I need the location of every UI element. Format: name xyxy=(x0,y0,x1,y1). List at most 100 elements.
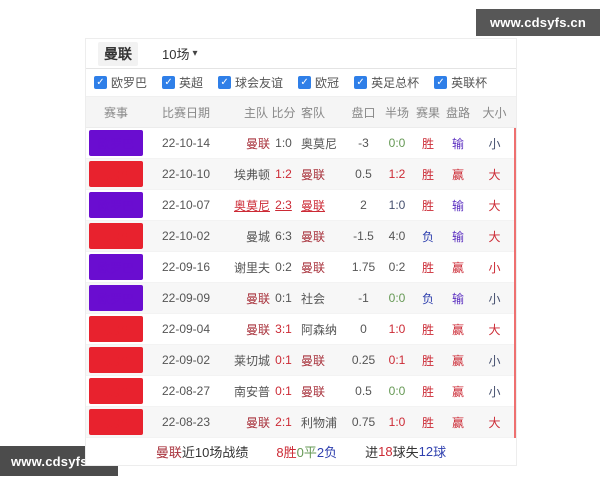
checkbox-checked-icon[interactable]: ✓ xyxy=(162,76,176,89)
handicap-line: 0.5 xyxy=(355,384,372,398)
final-score[interactable]: 3:1 xyxy=(275,322,292,336)
final-score[interactable]: 0:1 xyxy=(275,291,292,305)
match-date: 22-09-09 xyxy=(161,291,211,305)
checkbox-checked-icon[interactable]: ✓ xyxy=(218,76,232,89)
league-filter-checkbox[interactable]: ✓ 欧罗巴 xyxy=(94,74,147,91)
away-team-link[interactable]: 利物浦 xyxy=(301,415,338,430)
table-row[interactable]: 欧罗巴 22-09-09 曼联 0:1 社会 -1 0:0 负 输 小 xyxy=(86,283,514,314)
home-team-link[interactable]: 埃弗顿 xyxy=(233,167,270,182)
league-badge: 欧罗巴 xyxy=(89,130,143,156)
table-row[interactable]: 欧罗巴 22-09-16 谢里夫 0:2 曼联 1.75 0:2 胜 赢 小 xyxy=(86,252,514,283)
final-score[interactable]: 2:1 xyxy=(275,415,292,429)
match-result: 胜 xyxy=(421,260,434,275)
checkbox-checked-icon[interactable]: ✓ xyxy=(94,76,107,89)
league-badge: 英超 xyxy=(89,409,143,435)
away-team-link[interactable]: 阿森纳 xyxy=(301,322,338,337)
handicap-line: 0.75 xyxy=(351,415,376,429)
summary-goals-for: 18 xyxy=(378,444,393,459)
league-badge: 英超 xyxy=(89,316,143,342)
home-team-link[interactable]: 奥莫尼 xyxy=(233,198,270,213)
final-score[interactable]: 6:3 xyxy=(275,229,292,243)
table-row[interactable]: 欧罗巴 22-10-07 奥莫尼 2:3 曼联 2 1:0 胜 输 大 xyxy=(86,190,514,221)
final-score[interactable]: 1:2 xyxy=(275,167,292,181)
col-header-home: 主队 xyxy=(243,105,268,120)
league-filter-checkbox[interactable]: ✓ 英联杯 xyxy=(434,74,487,91)
table-row[interactable]: 英超 22-09-02 莱切城 0:1 曼联 0.25 0:1 胜 赢 小 xyxy=(86,345,514,376)
table-row[interactable]: 英超 22-08-27 南安普 0:1 曼联 0.5 0:0 胜 赢 小 xyxy=(86,376,514,407)
match-count-value: 10场 xyxy=(162,47,190,62)
handicap-line: -1 xyxy=(358,291,369,305)
checkbox-checked-icon[interactable]: ✓ xyxy=(354,76,368,89)
checkbox-checked-icon[interactable]: ✓ xyxy=(298,76,312,89)
match-result: 胜 xyxy=(421,322,434,337)
halftime-score: 1:0 xyxy=(388,322,406,336)
league-filter-checkbox[interactable]: ✓ 球会友谊 xyxy=(218,74,283,91)
handicap-result: 赢 xyxy=(451,353,464,368)
col-header-date: 比赛日期 xyxy=(161,105,210,120)
league-filter-checkbox[interactable]: ✓ 欧冠 xyxy=(298,74,339,91)
final-score[interactable]: 0:1 xyxy=(275,353,292,367)
home-team-link[interactable]: 曼联 xyxy=(245,136,270,151)
league-badge: 英超 xyxy=(89,378,143,404)
handicap-result: 赢 xyxy=(451,384,464,399)
match-result: 胜 xyxy=(421,198,434,213)
league-filter-checkbox[interactable]: ✓ 英足总杯 xyxy=(354,74,419,91)
home-team-link[interactable]: 曼联 xyxy=(245,291,270,306)
home-team-link[interactable]: 谢里夫 xyxy=(233,260,270,275)
final-score[interactable]: 0:2 xyxy=(275,260,292,274)
away-team-link[interactable]: 曼联 xyxy=(301,384,326,399)
summary-footer: 曼联 近10场战绩 8胜 0平 2负 进 18 球失 12 球 xyxy=(86,438,516,465)
table-row[interactable]: 英超 22-09-04 曼联 3:1 阿森纳 0 1:0 胜 赢 大 xyxy=(86,314,514,345)
match-count-dropdown[interactable]: 10场 ▾ xyxy=(162,44,198,63)
match-date: 22-08-23 xyxy=(161,415,211,429)
panel-header: 曼联 10场 ▾ xyxy=(86,39,516,69)
over-under-result: 大 xyxy=(488,229,501,244)
away-team-link[interactable]: 奥莫尼 xyxy=(301,136,338,151)
summary-team: 曼联 xyxy=(155,445,182,460)
handicap-result: 赢 xyxy=(451,415,464,430)
away-team-link[interactable]: 曼联 xyxy=(301,167,326,182)
summary-goals-suffix: 球 xyxy=(433,445,447,460)
halftime-score: 1:0 xyxy=(388,198,406,212)
halftime-score: 4:0 xyxy=(388,229,406,243)
match-result: 负 xyxy=(421,229,434,244)
home-team-link[interactable]: 曼联 xyxy=(245,322,270,337)
final-score[interactable]: 2:3 xyxy=(275,198,292,212)
league-filter-label: 英联杯 xyxy=(451,76,488,90)
away-team-link[interactable]: 曼联 xyxy=(301,260,326,275)
summary-goals-prefix: 进 xyxy=(365,445,379,460)
col-header-away: 客队 xyxy=(301,105,326,120)
league-filter-checkbox[interactable]: ✓ 英超 xyxy=(162,74,203,91)
away-team-link[interactable]: 社会 xyxy=(301,291,326,306)
over-under-result: 大 xyxy=(488,322,501,337)
col-header-score: 比分 xyxy=(271,105,296,120)
summary-label: 近10场战绩 xyxy=(181,445,249,460)
handicap-result: 赢 xyxy=(451,260,464,275)
halftime-score: 1:2 xyxy=(388,167,406,181)
halftime-score: 0:0 xyxy=(388,136,406,150)
league-badge: 欧罗巴 xyxy=(89,192,143,218)
table-row[interactable]: 英超 22-08-23 曼联 2:1 利物浦 0.75 1:0 胜 赢 大 xyxy=(86,407,514,438)
final-score[interactable]: 0:1 xyxy=(275,384,292,398)
col-header-handicap-result: 盘路 xyxy=(445,105,470,120)
home-team-link[interactable]: 曼城 xyxy=(245,229,270,244)
checkbox-checked-icon[interactable]: ✓ xyxy=(434,76,448,89)
table-row[interactable]: 英超 22-10-10 埃弗顿 1:2 曼联 0.5 1:2 胜 赢 大 xyxy=(86,159,514,190)
away-team-link[interactable]: 曼联 xyxy=(301,229,326,244)
match-date: 22-10-14 xyxy=(161,136,211,150)
away-team-link[interactable]: 曼联 xyxy=(301,353,326,368)
league-filter-label: 英足总杯 xyxy=(371,76,420,90)
final-score[interactable]: 1:0 xyxy=(275,136,292,150)
team-tab[interactable]: 曼联 xyxy=(98,41,138,66)
away-team-link[interactable]: 曼联 xyxy=(301,198,326,213)
handicap-line: 0.5 xyxy=(355,167,372,181)
table-row[interactable]: 英超 22-10-02 曼城 6:3 曼联 -1.5 4:0 负 输 大 xyxy=(86,221,514,252)
league-badge: 英超 xyxy=(89,223,143,249)
home-team-link[interactable]: 南安普 xyxy=(233,384,270,399)
match-date: 22-10-10 xyxy=(161,167,211,181)
handicap-result: 赢 xyxy=(451,322,464,337)
home-team-link[interactable]: 莱切城 xyxy=(233,353,270,368)
handicap-line: 0 xyxy=(360,322,367,336)
home-team-link[interactable]: 曼联 xyxy=(245,415,270,430)
table-row[interactable]: 欧罗巴 22-10-14 曼联 1:0 奥莫尼 -3 0:0 胜 输 小 xyxy=(86,128,514,159)
